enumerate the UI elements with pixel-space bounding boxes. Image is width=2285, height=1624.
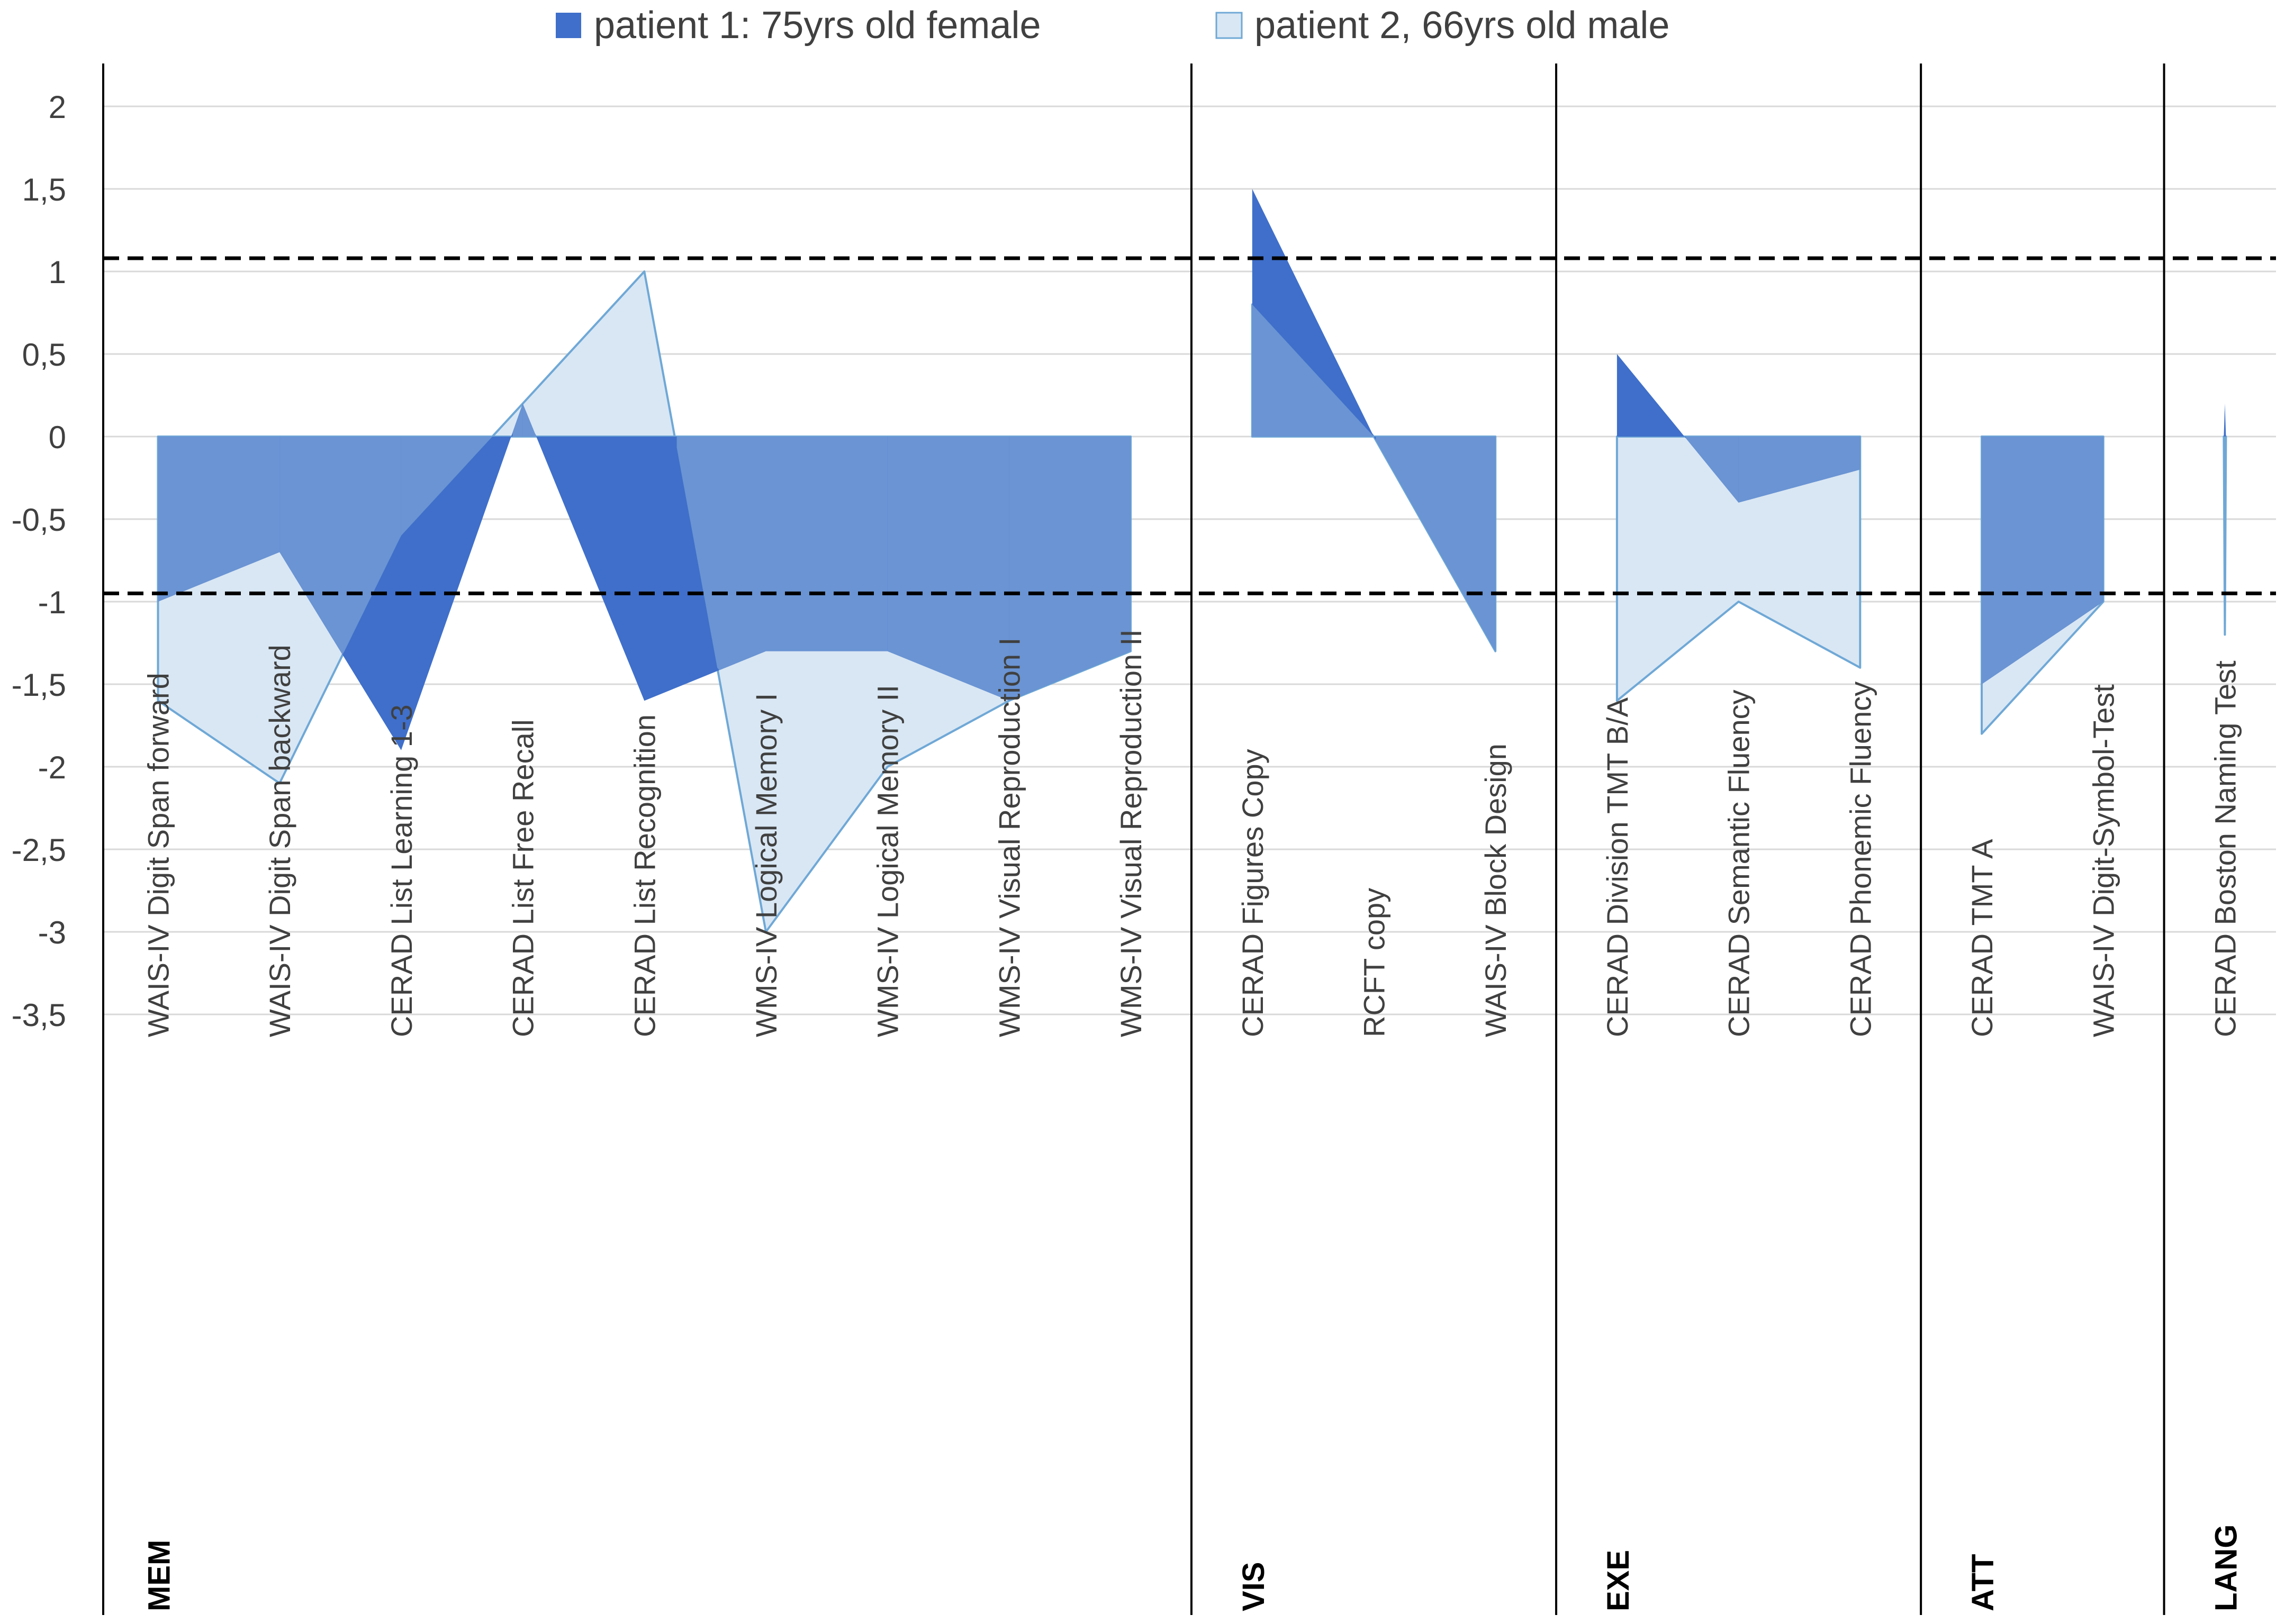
legend-label: patient 1: 75yrs old female <box>594 4 1041 47</box>
reference-lines <box>103 256 2276 595</box>
area-overlap <box>1009 437 1131 701</box>
area-overlap <box>401 437 493 536</box>
area-overlap <box>522 403 537 437</box>
y-tick-label: -1,5 <box>12 667 66 703</box>
area-overlap <box>279 437 401 655</box>
area-overlap <box>1252 304 1374 437</box>
x-tick-label: WAIS-IV Digit-Symbol-Test <box>2087 684 2120 1037</box>
x-tick-label: CERAD Semantic Fluency <box>1722 689 1756 1037</box>
x-tick-label: WMS-IV Visual Reproduction II <box>1114 629 1148 1037</box>
area-overlap <box>158 437 280 602</box>
area-patient-1 <box>2224 403 2226 437</box>
y-tick-label: -3,5 <box>12 997 66 1033</box>
x-tick-label: CERAD List Learning 1-3 <box>385 704 418 1037</box>
legend-swatch <box>556 13 581 38</box>
x-tick-label: WMS-IV Logical Memory II <box>871 685 905 1037</box>
y-tick-label: 1 <box>49 255 66 290</box>
domain-label: LANG <box>2209 1525 2243 1611</box>
y-tick-label: -2,5 <box>12 832 66 868</box>
domain-label: VIS <box>1236 1562 1271 1612</box>
domain-label: EXE <box>1601 1550 1636 1611</box>
domain-labels: MEM VIS EXE ATT LANG <box>142 1525 2244 1611</box>
x-tick-label: CERAD Boston Naming Test <box>2208 660 2242 1037</box>
x-tick-label: CERAD TMT A <box>1965 839 1999 1037</box>
area-overlap <box>676 437 766 670</box>
x-tick-label: CERAD Division TMT B/A <box>1601 697 1634 1037</box>
y-tick-label: 2 <box>49 89 66 125</box>
area-overlap <box>1376 437 1496 651</box>
x-tick-label: CERAD List Recognition <box>628 714 661 1037</box>
area-overlap <box>1982 437 2103 684</box>
x-tick-label: CERAD Phonemic Fluency <box>1844 682 1877 1037</box>
legend-label: patient 2, 66yrs old male <box>1254 4 1669 47</box>
area-overlap <box>512 403 523 437</box>
area-layer <box>157 189 2227 933</box>
area-patient-2 <box>2223 436 2227 636</box>
area-overlap <box>1686 437 1739 503</box>
domain-dividers <box>102 63 2165 1615</box>
y-tick-label: 0,5 <box>22 337 66 373</box>
x-axis-category-labels: WAIS-IV Digit Span forward WAIS-IV Digit … <box>142 629 2242 1037</box>
x-tick-label: WAIS-IV Digit Span backward <box>263 645 296 1037</box>
x-tick-label: WAIS-IV Digit Span forward <box>142 673 175 1037</box>
x-tick-label: CERAD List Free Recall <box>507 719 540 1037</box>
legend-swatch <box>1215 12 1243 39</box>
x-tick-label: WMS-IV Visual Reproduction I <box>992 638 1026 1037</box>
domain-label: MEM <box>142 1540 177 1611</box>
x-tick-label: WMS-IV Logical Memory I <box>749 693 783 1037</box>
legend: patient 1: 75yrs old female patient 2, 66… <box>556 4 1669 47</box>
y-tick-label: -2 <box>38 750 66 785</box>
y-tick-label: -1 <box>38 585 66 620</box>
y-axis-tick-labels: 2 1,5 1 0,5 0 -0,5 -1 -1,5 -2 -2,5 -3 -3,5 <box>12 89 66 1033</box>
domain-label: ATT <box>1966 1554 2000 1611</box>
y-tick-label: 0 <box>49 420 66 455</box>
y-tick-label: -3 <box>38 915 66 950</box>
area-overlap <box>887 437 1009 701</box>
y-tick-label: 1,5 <box>22 172 66 207</box>
x-tick-label: WAIS-IV Block Design <box>1479 743 1512 1037</box>
y-tick-label: -0,5 <box>12 502 66 538</box>
area-overlap <box>1738 437 1860 503</box>
area-overlap <box>766 437 888 651</box>
x-tick-label: CERAD Figures Copy <box>1236 749 1269 1037</box>
x-tick-label: RCFT copy <box>1358 888 1391 1037</box>
